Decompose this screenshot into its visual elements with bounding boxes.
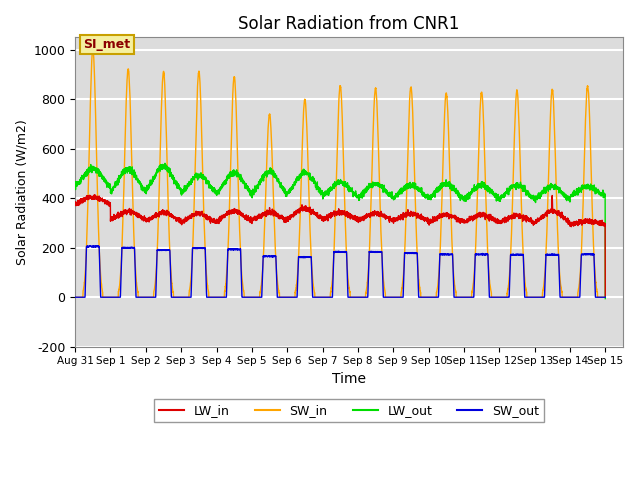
Title: Solar Radiation from CNR1: Solar Radiation from CNR1	[238, 15, 460, 33]
Legend: LW_in, SW_in, LW_out, SW_out: LW_in, SW_in, LW_out, SW_out	[154, 399, 545, 422]
Text: SI_met: SI_met	[83, 38, 131, 51]
Y-axis label: Solar Radiation (W/m2): Solar Radiation (W/m2)	[15, 119, 28, 265]
X-axis label: Time: Time	[332, 372, 366, 386]
